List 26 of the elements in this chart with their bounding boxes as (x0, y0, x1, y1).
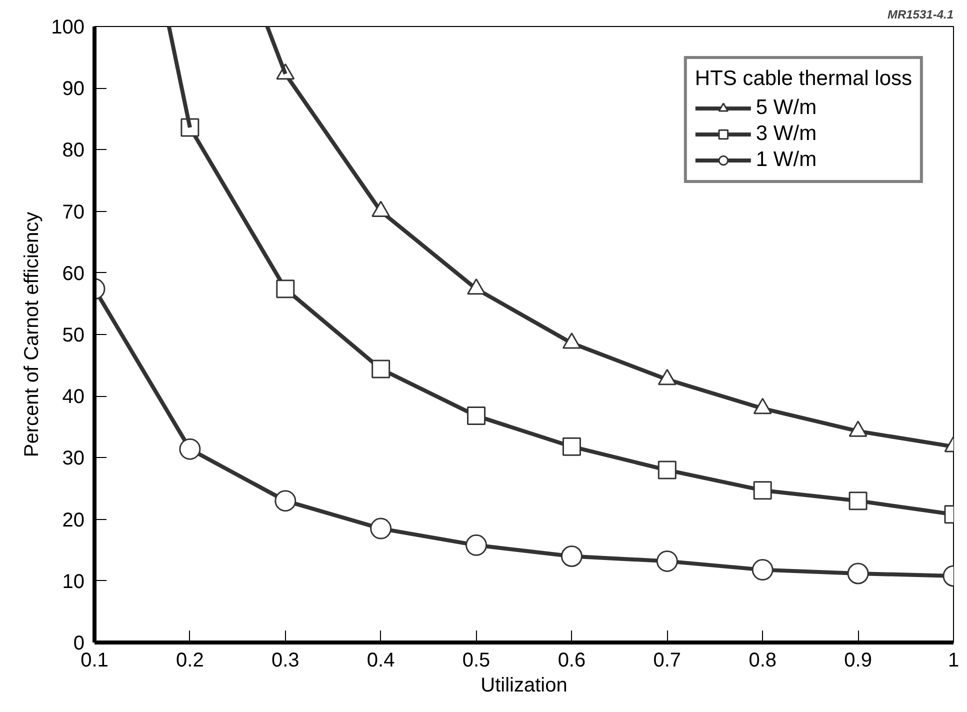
y-tick-label: 100 (51, 16, 85, 38)
x-tick-label: 0.8 (748, 650, 777, 672)
x-tick-label: 0.7 (653, 650, 682, 672)
legend-label: 1 W/m (756, 148, 817, 172)
x-tick-label: 0.6 (558, 650, 586, 672)
y-tick-label: 20 (62, 509, 85, 532)
x-tick-label: 0.4 (366, 650, 395, 672)
y-tick-label: 80 (62, 140, 85, 162)
legend-label: 3 W/m (756, 122, 817, 146)
y-tick-label: 10 (62, 570, 85, 593)
text: MR1531-4.1 (887, 8, 954, 22)
y-tick-label: 70 (62, 201, 85, 224)
legend-label: 5 W/m (756, 96, 817, 120)
legend-title: HTS cable thermal loss (694, 67, 912, 91)
x-tick-label: 0.3 (271, 650, 300, 672)
y-tick-label: 60 (62, 262, 85, 285)
x-tick-label: 0.5 (462, 650, 490, 672)
y-tick-label: 50 (62, 324, 85, 346)
x-tick-label: 0.9 (844, 650, 872, 672)
x-tick-label: 1 (948, 650, 960, 672)
y-tick-label: 30 (62, 448, 85, 470)
y-axis-title: Percent of Carnot efficiency (21, 212, 44, 458)
y-tick-label: 40 (62, 386, 85, 408)
x-axis-title: Utilization (480, 674, 568, 696)
x-tick-label: 0.2 (176, 650, 204, 672)
y-tick-label: 90 (62, 78, 85, 100)
